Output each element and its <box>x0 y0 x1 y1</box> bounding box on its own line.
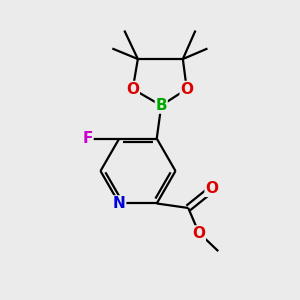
Text: O: O <box>180 82 193 97</box>
Text: F: F <box>82 131 93 146</box>
Text: N: N <box>113 196 126 211</box>
Text: O: O <box>192 226 205 241</box>
Text: O: O <box>205 181 218 196</box>
Text: B: B <box>155 98 167 113</box>
Text: O: O <box>126 82 139 97</box>
